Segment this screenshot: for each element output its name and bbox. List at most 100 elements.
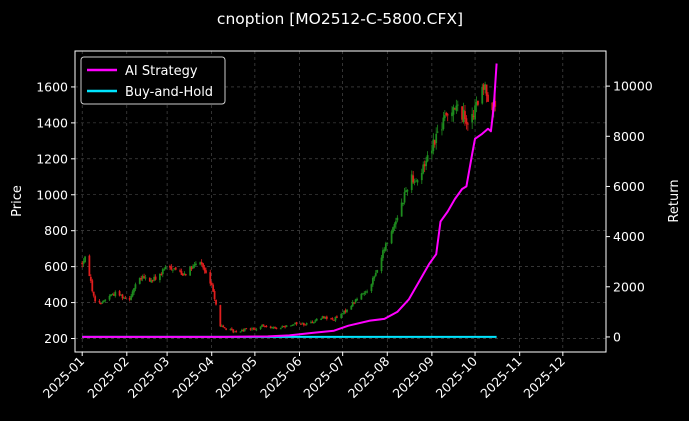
- candle-53: [189, 265, 192, 276]
- candle-147: [376, 269, 379, 274]
- tick-label-left-400: 400: [44, 295, 68, 310]
- candle-40: [161, 267, 164, 278]
- candle-32: [144, 274, 147, 281]
- candle-182: [446, 112, 449, 122]
- legend-label-ai-strategy: AI Strategy: [125, 64, 198, 79]
- candle-23: [128, 296, 131, 302]
- candle-12: [104, 299, 107, 303]
- candle-160: [403, 187, 406, 205]
- candle-149: [382, 247, 384, 261]
- candle-158: [400, 198, 403, 217]
- candle-86: [253, 327, 256, 331]
- candle-77: [235, 329, 238, 333]
- candle-8: [98, 299, 101, 304]
- candle-37: [154, 274, 157, 281]
- candle-21: [123, 296, 125, 300]
- candle-124: [331, 317, 334, 321]
- tick-label-left-1400: 1400: [36, 115, 68, 130]
- candle-190: [464, 104, 466, 126]
- candle-7: [94, 294, 97, 304]
- candle-159: [402, 202, 404, 207]
- candle-103: [289, 325, 292, 327]
- candle-5: [91, 278, 94, 293]
- candle-105: [292, 324, 295, 326]
- candle-88: [259, 326, 262, 331]
- candle-48: [179, 268, 181, 273]
- tick-label-left-1000: 1000: [36, 187, 68, 202]
- candle-128: [340, 312, 343, 319]
- candle-152: [386, 242, 389, 244]
- tick-label-right-0: 0: [613, 329, 621, 344]
- candle-151: [384, 241, 387, 252]
- candle-143: [370, 283, 373, 293]
- candle-167: [416, 179, 419, 186]
- candle-188: [461, 105, 463, 123]
- candle-95: [272, 326, 275, 329]
- candle-122: [325, 315, 328, 321]
- candle-61: [203, 265, 206, 274]
- candle-145: [373, 275, 376, 282]
- candle-36: [153, 274, 156, 282]
- candle-66: [213, 289, 216, 302]
- candle-177: [436, 124, 439, 134]
- candle-169: [422, 161, 425, 175]
- candle-131: [344, 308, 347, 314]
- candle-199: [482, 83, 485, 96]
- candle-195: [474, 99, 476, 125]
- candle-180: [443, 110, 446, 122]
- tick-label-left-1600: 1600: [36, 79, 68, 94]
- candle-153: [390, 229, 393, 245]
- candle-110: [302, 322, 305, 327]
- candle-90: [262, 324, 265, 327]
- candle-15: [111, 293, 114, 296]
- candle-140: [363, 291, 366, 297]
- candle-200: [484, 81, 487, 94]
- candle-93: [269, 325, 272, 329]
- candle-38: [159, 273, 161, 283]
- candle-65: [212, 283, 215, 292]
- candle-52: [184, 273, 187, 277]
- candle-70: [222, 324, 225, 328]
- candle-22: [124, 295, 127, 299]
- candle-133: [350, 304, 353, 310]
- candle-59: [200, 259, 203, 266]
- candle-137: [356, 297, 358, 302]
- candle-109: [301, 322, 304, 325]
- candle-129: [341, 312, 344, 315]
- candle-73: [229, 328, 232, 331]
- candle-102: [285, 325, 288, 328]
- candle-46: [173, 267, 176, 271]
- candle-113: [310, 320, 312, 324]
- candle-98: [279, 327, 282, 330]
- candle-30: [141, 274, 144, 282]
- tick-label-left-1200: 1200: [36, 151, 68, 166]
- candle-100: [282, 325, 285, 328]
- candle-178: [441, 123, 443, 136]
- candle-193: [471, 107, 474, 130]
- candle-171: [425, 156, 428, 171]
- candle-89: [261, 323, 263, 328]
- tick-label-right-2000: 2000: [613, 279, 645, 294]
- candle-35: [151, 279, 154, 283]
- candle-94: [271, 326, 274, 329]
- tick-label-left-200: 200: [44, 331, 68, 346]
- candle-2: [84, 255, 86, 263]
- candle-63: [209, 269, 212, 287]
- candle-79: [241, 328, 243, 332]
- candle-25: [131, 289, 134, 298]
- plot-frame: [74, 50, 607, 353]
- candle-33: [148, 277, 151, 282]
- candle-64: [210, 281, 213, 286]
- candle-196: [475, 96, 478, 113]
- candle-170: [423, 160, 426, 173]
- candle-85: [252, 327, 255, 331]
- legend-label-buy-and-hold: Buy-and-Hold: [125, 85, 213, 100]
- candle-161: [405, 186, 407, 193]
- candle-185: [454, 107, 456, 110]
- candle-68: [219, 304, 222, 328]
- candle-31: [143, 273, 145, 279]
- candle-83: [249, 327, 252, 331]
- candle-139: [361, 292, 364, 295]
- candle-162: [406, 189, 409, 196]
- candle-119: [321, 315, 324, 319]
